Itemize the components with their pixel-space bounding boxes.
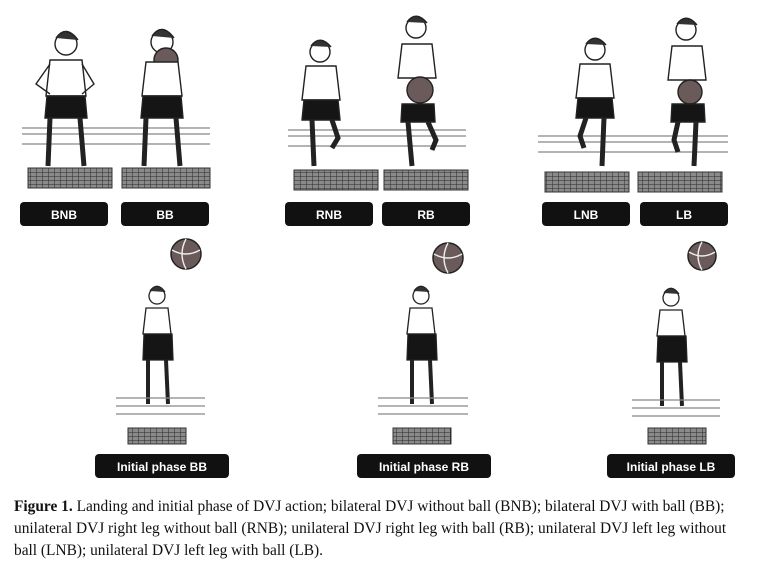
- stairs-platform: [378, 397, 468, 415]
- athlete-figure: [301, 39, 341, 167]
- athlete-figure-initial: [656, 287, 688, 407]
- label-bb: [121, 202, 209, 226]
- athlete-figure-initial: [142, 285, 174, 405]
- landing-mat: [392, 427, 452, 445]
- label-initial-bb-text: Initial phase BB: [117, 460, 207, 474]
- caption-label: Figure 1.: [14, 498, 73, 515]
- figure-caption: Figure 1. Landing and initial phase of D…: [14, 496, 748, 562]
- athlete-figure: [575, 37, 615, 167]
- stairs-platform: [538, 135, 728, 153]
- athlete-figure: [667, 17, 707, 167]
- panel-rnb-rb: RNB RB Initial phase RB: [285, 15, 491, 478]
- label-initial-rb: [357, 454, 491, 478]
- landing-mat: [127, 427, 187, 445]
- label-initial-lb: [607, 454, 735, 478]
- label-rb-text: RB: [417, 208, 435, 222]
- landing-mat: [544, 171, 630, 193]
- label-lb-text: LB: [676, 208, 692, 222]
- landing-mat: [383, 169, 469, 191]
- landing-mat: [27, 167, 113, 189]
- basketball: [677, 79, 703, 105]
- label-rnb-text: RNB: [316, 208, 342, 222]
- label-initial-rb-text: Initial phase RB: [379, 460, 469, 474]
- figure-illustration: BNB BB Initial phase BB: [20, 15, 735, 478]
- label-bnb-text: BNB: [51, 208, 77, 222]
- stairs-platform: [632, 399, 720, 417]
- label-rb: [382, 202, 470, 226]
- label-initial-bb: [95, 454, 229, 478]
- label-lnb-text: LNB: [574, 208, 599, 222]
- landing-mat: [121, 167, 211, 189]
- label-bb-text: BB: [156, 208, 174, 222]
- caption-text: Landing and initial phase of DVJ action;…: [14, 498, 727, 559]
- panel-bnb-bb: BNB BB Initial phase BB: [20, 28, 229, 478]
- landing-mat: [647, 427, 707, 445]
- label-lnb: [542, 202, 630, 226]
- athlete-figure-initial: [406, 285, 438, 405]
- label-lb: [640, 202, 728, 226]
- athlete-figure: [397, 15, 439, 167]
- landing-mat: [293, 169, 379, 191]
- basketball: [406, 76, 434, 104]
- stairs-platform: [116, 397, 205, 415]
- label-bnb: [20, 202, 108, 226]
- landing-mat: [637, 171, 723, 193]
- athlete-figure: [35, 30, 95, 167]
- label-rnb: [285, 202, 373, 226]
- label-initial-lb-text: Initial phase LB: [627, 460, 716, 474]
- athlete-figure: [140, 28, 184, 167]
- panel-lnb-lb: LNB LB Initial phase LB: [538, 17, 735, 478]
